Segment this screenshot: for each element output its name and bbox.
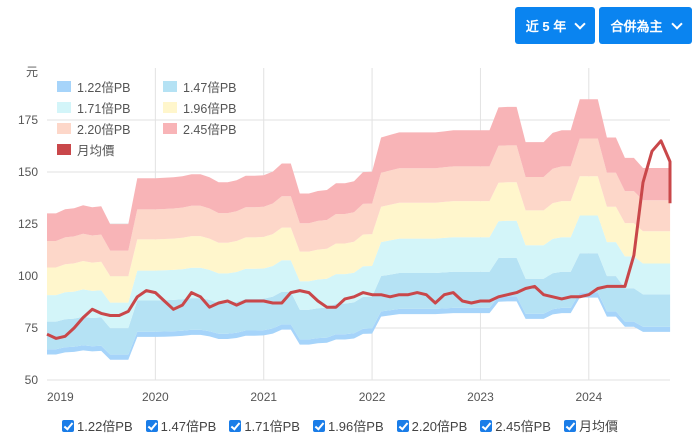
svg-text:元: 元: [26, 65, 38, 79]
period-label: 近 5 年: [525, 19, 567, 34]
svg-text:2019: 2019: [47, 390, 74, 404]
toggle-label: 1.22倍PB: [77, 419, 133, 434]
toggle-monthly-price[interactable]: 月均價: [563, 416, 618, 435]
legend-item: 2.45倍PB: [163, 119, 269, 138]
svg-text:175: 175: [18, 113, 38, 127]
svg-text:125: 125: [18, 217, 38, 231]
toggle-label: 2.20倍PB: [411, 419, 468, 434]
band-2.45倍PB: [47, 99, 671, 251]
checkbox-checked-icon[interactable]: [312, 419, 325, 432]
legend-item: 2.20倍PB: [57, 119, 163, 138]
swatch-icon: [57, 102, 71, 113]
legend-item: 1.71倍PB: [57, 98, 163, 117]
legend-label: 1.47倍PB: [183, 81, 237, 95]
monthly-price-line: [46, 139, 672, 340]
legend-item: 1.96倍PB: [163, 98, 269, 117]
checkbox-checked-icon[interactable]: [396, 419, 409, 432]
swatch-icon: [163, 102, 177, 113]
svg-text:50: 50: [25, 373, 39, 387]
svg-text:2020: 2020: [142, 390, 169, 404]
legend-label: 1.96倍PB: [183, 102, 237, 116]
toggle-1-47pb[interactable]: 1.47倍PB: [145, 416, 217, 435]
swatch-icon: [163, 123, 177, 134]
svg-text:2023: 2023: [467, 390, 494, 404]
svg-text:100: 100: [18, 269, 38, 283]
toggle-1-71pb[interactable]: 1.71倍PB: [229, 416, 300, 435]
checkbox-checked-icon[interactable]: [62, 419, 74, 432]
pb-bands: [47, 99, 671, 360]
svg-text:2021: 2021: [250, 390, 277, 404]
report-type-label: 合併為主: [610, 19, 663, 34]
checkbox-checked-icon[interactable]: [563, 419, 576, 432]
checkbox-checked-icon[interactable]: [229, 419, 242, 432]
checkbox-checked-icon[interactable]: [145, 419, 158, 432]
band-1.47倍PB: [47, 253, 671, 355]
legend-label: 1.71倍PB: [77, 102, 131, 116]
toggle-label: 1.96倍PB: [327, 419, 384, 434]
toggle-1-96pb[interactable]: 1.96倍PB: [312, 416, 384, 435]
y-axis: 50 75 100 125 150 175 元: [18, 65, 38, 387]
series-toggles: 1.22倍PB 1.47倍PB 1.71倍PB 1.96倍PB 2.20倍PB …: [62, 416, 631, 435]
swatch-icon: [57, 144, 71, 155]
band-1.71倍PB: [47, 215, 671, 329]
svg-text:2024: 2024: [575, 390, 602, 404]
legend-item: 1.47倍PB: [163, 77, 269, 96]
legend-item: 1.22倍PB: [57, 77, 163, 96]
legend-label: 月均價: [77, 144, 115, 158]
toggle-2-45pb[interactable]: 2.45倍PB: [480, 416, 551, 435]
band-2.20倍PB: [47, 138, 671, 277]
report-type-dropdown-button[interactable]: 合併為主: [599, 7, 692, 44]
svg-text:2022: 2022: [359, 390, 386, 404]
swatch-icon: [57, 123, 71, 134]
svg-text:75: 75: [25, 321, 39, 335]
chart-legend: 1.22倍PB 1.47倍PB 1.71倍PB 1.96倍PB 2.20倍PB …: [57, 76, 269, 160]
legend-label: 1.22倍PB: [77, 81, 131, 95]
swatch-icon: [163, 81, 177, 92]
period-dropdown-button[interactable]: 近 5 年: [515, 7, 595, 44]
legend-label: 2.45倍PB: [183, 123, 237, 137]
toggle-1-22pb[interactable]: 1.22倍PB: [62, 416, 133, 435]
toggle-label: 月均價: [578, 419, 618, 434]
toggle-label: 2.45倍PB: [495, 419, 551, 434]
toggle-2-20pb[interactable]: 2.20倍PB: [396, 416, 468, 435]
swatch-icon: [57, 81, 71, 92]
legend-label: 2.20倍PB: [77, 123, 131, 137]
checkbox-checked-icon[interactable]: [480, 419, 493, 432]
toggle-label: 1.47倍PB: [160, 419, 217, 434]
band-1.96倍PB: [47, 176, 671, 303]
toggle-label: 1.71倍PB: [244, 419, 300, 434]
x-axis: 2019 2020 2021 2022 2023 2024: [47, 390, 602, 404]
svg-text:150: 150: [18, 165, 38, 179]
legend-item: 月均價: [57, 140, 163, 159]
